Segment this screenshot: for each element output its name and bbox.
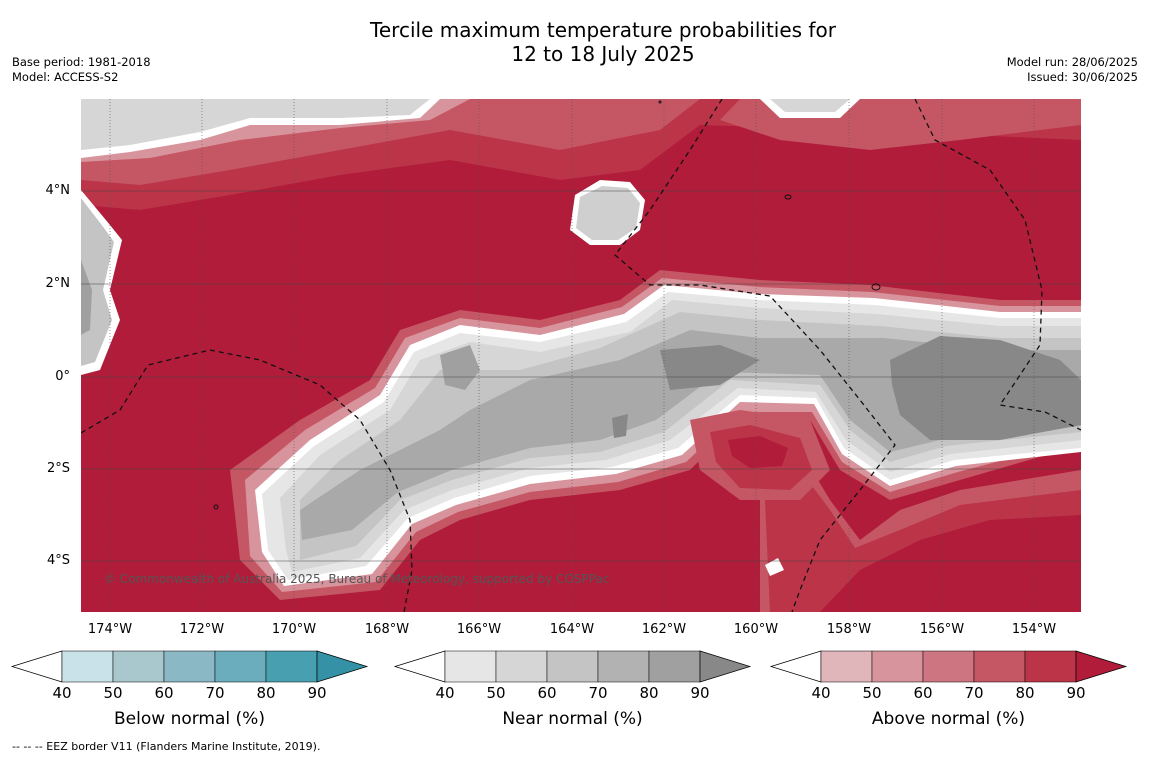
issued-text: Issued: 30/06/2025: [1027, 70, 1138, 84]
near-normal-80-field: [300, 330, 1081, 540]
above-normal-colorbar-tick: 80: [1015, 684, 1035, 702]
lon-label-168w: 168°W: [364, 622, 410, 637]
near-normal-colorbar-segment: [648, 650, 701, 683]
above-normal-colorbar-tick: 50: [862, 684, 882, 702]
lat-label-2n: 2°N: [45, 276, 71, 291]
near-normal-colorbar-tick: 60: [537, 684, 557, 702]
below-normal-colorbar-segment: [214, 650, 267, 683]
eez-borders: [81, 99, 1081, 612]
below-normal-colorbar-max-tip: [316, 650, 369, 683]
meta-left: Base period: 1981-2018 Model: ACCESS-S2: [12, 55, 151, 85]
lon-label-160w: 160°W: [733, 622, 779, 637]
above-normal-colorbar-segment: [973, 650, 1026, 683]
colorbars: [10, 650, 1128, 683]
model-run-text: Model run: 28/06/2025: [1006, 55, 1138, 69]
near-normal-colorbar-tick: 80: [639, 684, 659, 702]
near-normal-colorbar-title: Near normal (%): [502, 709, 643, 729]
below-normal-colorbar-tick: 50: [103, 684, 123, 702]
above-normal-colorbar-tick: 70: [964, 684, 984, 702]
near-normal-small-spot: [765, 558, 784, 576]
below-normal-colorbar-tick: 40: [52, 684, 72, 702]
near-normal-colorbar-min-tip: [393, 650, 446, 683]
near-normal-field-small: [576, 186, 640, 240]
below-normal-colorbar-segment: [265, 650, 318, 683]
lon-label-156w: 156°W: [919, 622, 965, 637]
above-normal-colorbar-min-tip: [769, 650, 822, 683]
above-normal-colorbar-segment: [871, 650, 924, 683]
copyright-notice: © Commonwealth of Australia 2025, Bureau…: [104, 572, 610, 586]
lon-label-170w: 170°W: [271, 622, 317, 637]
title-line-2: 12 to 18 July 2025: [511, 42, 695, 66]
lat-label-4n: 4°N: [45, 183, 71, 198]
lon-label-154w: 154°W: [1011, 622, 1057, 637]
near-normal-80-patch-west: [440, 345, 480, 390]
near-normal-colorbar-max-tip: [699, 650, 752, 683]
lon-label-158w: 158°W: [826, 622, 872, 637]
near-normal-90-patch-east: [890, 336, 1081, 440]
near-normal-colorbar: [393, 650, 752, 683]
eez-footnote: -- -- -- EEZ border V11 (Flanders Marine…: [12, 740, 321, 753]
near-normal-70-west: [81, 260, 92, 335]
below-normal-colorbar-title: Below normal (%): [114, 709, 265, 729]
above-normal-colorbar-tick: 60: [913, 684, 933, 702]
below-normal-colorbar-tick: 80: [256, 684, 276, 702]
above-normal-colorbar-tick: 90: [1066, 684, 1086, 702]
title-line-1: Tercile maximum temperature probabilitie…: [370, 18, 836, 42]
above-normal-colorbar-title: Above normal (%): [871, 709, 1026, 729]
near-normal-colorbar-segment: [546, 650, 599, 683]
base-period-text: Base period: 1981-2018: [12, 55, 151, 69]
model-text: Model: ACCESS-S2: [12, 70, 119, 84]
lat-label-4s: 4°S: [46, 553, 70, 568]
lat-gridlines: [81, 190, 1081, 562]
near-normal-field-ne: [770, 99, 850, 112]
near-normal-colorbar-segment: [597, 650, 650, 683]
lon-label-174w: 174°W: [87, 622, 133, 637]
near-normal-colorbar-segment: [444, 650, 497, 683]
above-normal-colorbar-tick: 40: [811, 684, 831, 702]
lon-label-164w: 164°W: [549, 622, 595, 637]
below-normal-colorbar-tick: 60: [154, 684, 174, 702]
above-normal-colorbar: [769, 650, 1128, 683]
lat-label-2s: 2°S: [46, 461, 70, 476]
lon-label-166w: 166°W: [456, 622, 502, 637]
near-normal-colorbar-tick: 50: [486, 684, 506, 702]
near-normal-colorbar-tick: 90: [690, 684, 710, 702]
below-normal-colorbar-segment: [163, 650, 216, 683]
above-normal-90-south: [820, 515, 1081, 612]
above-normal-colorbar-segment: [1024, 650, 1077, 683]
near-normal-colorbar-tick: 40: [435, 684, 455, 702]
chart-title: Tercile maximum temperature probabilitie…: [0, 18, 1150, 66]
meta-right: Model run: 28/06/2025 Issued: 30/06/2025: [1007, 55, 1138, 85]
near-normal-colorbar-tick: 70: [588, 684, 608, 702]
below-normal-colorbar-segment: [61, 650, 114, 683]
above-normal-colorbar-segment: [820, 650, 873, 683]
near-normal-90-patch-central: [660, 345, 760, 390]
lon-label-162w: 162°W: [641, 622, 687, 637]
above-normal-90-patch: [728, 436, 788, 468]
lon-label-172w: 172°W: [179, 622, 225, 637]
below-normal-colorbar-tick: 90: [307, 684, 327, 702]
above-normal-colorbar-segment: [922, 650, 975, 683]
below-normal-colorbar-min-tip: [10, 650, 63, 683]
below-normal-colorbar-tick: 70: [205, 684, 225, 702]
map-panel: [81, 99, 1081, 612]
near-normal-colorbar-segment: [495, 650, 548, 683]
islands: [213, 100, 881, 510]
below-normal-colorbar-segment: [112, 650, 165, 683]
below-normal-colorbar: [10, 650, 369, 683]
lat-label-0: 0°: [55, 369, 70, 384]
near-normal-field-north: [81, 99, 430, 150]
near-normal-90-dot: [612, 414, 628, 438]
above-normal-colorbar-max-tip: [1075, 650, 1128, 683]
